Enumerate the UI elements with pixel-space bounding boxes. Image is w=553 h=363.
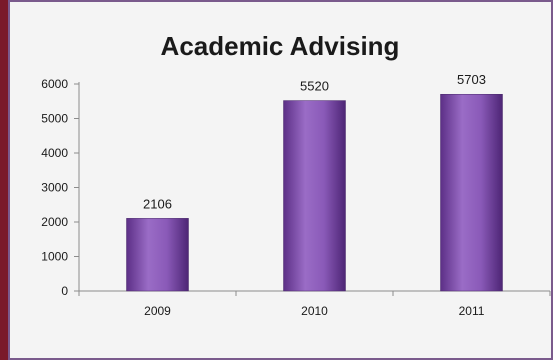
x-tick-label-2010: 2010 [301, 304, 328, 318]
y-tick-label: 5000 [41, 112, 68, 126]
x-tick-label-2011: 2011 [459, 304, 485, 318]
bars [126, 93, 503, 292]
axes: 0 1000 2000 3000 4000 5000 6000 2009 2010 2011 [41, 77, 551, 318]
y-tick-label: 4000 [41, 146, 68, 160]
y-tick-label: 1000 [41, 250, 68, 264]
bar-2009 [126, 218, 189, 292]
y-tick-label: 3000 [41, 181, 68, 195]
data-label-2009: 2106 [143, 196, 172, 211]
bar-chart: Academic Advising 0 1000 2000 3000 4000 5000 6… [41, 31, 551, 318]
x-tick-label-2009: 2009 [144, 304, 171, 318]
data-label-2011: 5703 [457, 72, 486, 87]
y-tick-label: 0 [61, 284, 68, 298]
y-tick-label: 6000 [41, 77, 68, 91]
bar-2011 [440, 93, 503, 292]
left-accent-strip [0, 0, 8, 360]
data-label-2010: 5520 [300, 79, 329, 94]
chart-panel: Academic Advising 0 1000 2000 3000 4000 5000 6… [8, 0, 553, 360]
bar-2010 [283, 100, 346, 292]
chart-title: Academic Advising [161, 31, 400, 61]
y-tick-label: 2000 [41, 215, 68, 229]
data-labels: 2106 5520 5703 [143, 72, 486, 211]
